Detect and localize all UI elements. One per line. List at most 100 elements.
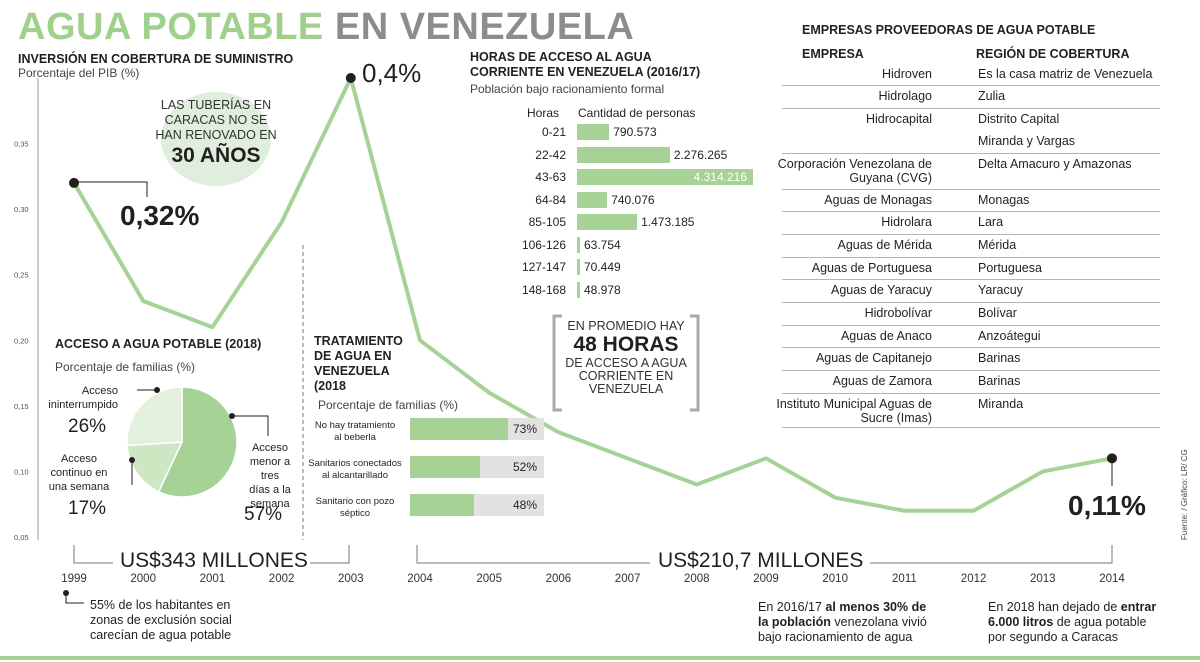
hours-bar <box>577 146 670 163</box>
providers-row: Hidrobolívar Bolívar <box>782 303 1160 326</box>
pie-title: ACCESO A AGUA POTABLE (2018) <box>55 337 262 351</box>
note-mid-l3: bajo racionamiento de agua <box>758 630 913 644</box>
end-label: 0,11% <box>1068 490 1146 521</box>
bracket-left-a <box>73 545 113 564</box>
x-tick-label: 2010 <box>822 573 848 585</box>
providers-empresa: Hidrolara <box>881 215 932 229</box>
treatment-title: TRATAMIENTO DE AGUA EN VENEZUELA (2018 <box>314 334 403 394</box>
avg-box-brackets <box>552 314 700 412</box>
providers-region: Monagas <box>978 193 1030 207</box>
providers-empresa: Aguas de Yaracuy <box>831 283 932 297</box>
y-tick-label: 0,10 <box>14 467 29 476</box>
providers-table: Hidroven Es la casa matriz de Venezuela Hi… <box>776 64 1160 444</box>
note-left-l2: zonas de exclusión social <box>90 613 232 627</box>
x-tick-label: 2011 <box>892 573 917 585</box>
providers-empresa: Aguas de Monagas <box>824 193 932 207</box>
hours-category-label: 148-168 <box>521 282 566 297</box>
treatment-subtitle: Porcentaje de familias (%) <box>318 398 459 412</box>
hours-bar <box>577 214 638 230</box>
note-right-l2b: de agua potable <box>1053 615 1147 629</box>
x-tick-label: 2001 <box>200 573 226 585</box>
providers-region: Delta Amacuro y Amazonas <box>978 157 1132 171</box>
hours-title-l1: HORAS DE ACCESO AL AGUA <box>470 50 652 64</box>
start-label: 0,32% <box>120 200 200 231</box>
hours-bar <box>577 281 580 298</box>
providers-row: Aguas de Yaracuy Yaracuy <box>782 280 1160 303</box>
x-tick-label: 2004 <box>407 573 433 585</box>
note-left: 55% de los habitantes en zonas de exclus… <box>90 598 232 643</box>
treatment-title-l2: DE AGUA EN <box>314 349 392 363</box>
y-axis: 0,05 0,10 0,15 0,20 0,25 0,30 0,35 <box>14 78 39 542</box>
providers-row: Aguas de Monagas Monagas <box>782 190 1160 212</box>
bracket-left-b <box>310 545 350 564</box>
hours-category-label: 0-21 <box>541 125 566 139</box>
hours-value-label: 740.076 <box>611 192 655 207</box>
providers-row: Aguas de Portuguesa Portuguesa <box>782 258 1160 280</box>
pie-slice-1 <box>126 441 184 493</box>
providers-empresa: Aguas de Zamora <box>832 374 932 388</box>
x-tick-label: 2002 <box>269 573 295 585</box>
x-tick-label: 2013 <box>1030 573 1056 585</box>
providers-region: Anzoátegui <box>978 329 1041 343</box>
pie-label-b-l1: Acceso <box>60 453 98 465</box>
providers-row: Miranda y Vargas <box>782 131 1160 154</box>
pie-label-c: Acceso menor a tres días a la semana <box>240 441 300 511</box>
hours-value-label: 70.449 <box>584 260 621 274</box>
treatment-label-line: Sanitario con pozo <box>315 496 395 507</box>
treatment-value-label: 52% <box>512 460 537 474</box>
callout-0-32-line <box>74 181 148 197</box>
hours-value-label: 790.573 <box>613 125 657 139</box>
note-left-l3: carecían de agua potable <box>90 628 232 642</box>
note-right-l3: por segundo a Caracas <box>988 630 1118 644</box>
hours-value-label: 63.754 <box>584 237 621 252</box>
treatment-title-l3: VENEZUELA <box>314 364 390 378</box>
bracket-right-a <box>416 545 650 564</box>
providers-region: Barinas <box>978 374 1021 388</box>
providers-row: Corporación Venezolana de Guyana (CVG) De… <box>778 154 1160 190</box>
hours-category-label: 22-42 <box>535 147 566 162</box>
pie-leader-c <box>232 415 269 436</box>
providers-empresa: Aguas de Capitanejo <box>815 351 932 365</box>
providers-empresa: Hidrobolívar <box>864 306 932 320</box>
pie-label-a: Acceso ininterrumpido <box>40 384 118 412</box>
avg-box-l4: VENEZUELA <box>588 382 664 396</box>
investment-subtitle: Porcentaje del PIB (%) <box>18 66 140 80</box>
providers-row: Aguas de Zamora Barinas <box>782 371 1160 394</box>
pie-label-c-l4: semana <box>250 498 290 510</box>
peak-label: 0,4% <box>362 58 422 88</box>
avg-box-l1: EN PROMEDIO HAY <box>567 319 685 333</box>
note-left-line <box>65 593 84 604</box>
pie-label-a-l2: ininterrumpido <box>48 399 118 411</box>
line-point-2014 <box>1107 453 1117 464</box>
pie-label-c-l2: menor a tres <box>249 456 291 482</box>
x-tick-label: 2005 <box>476 573 502 585</box>
providers-empresa: Aguas de Mérida <box>837 238 932 252</box>
hours-col-hours: Horas <box>527 106 560 120</box>
bubble-line2: CARACAS NO SE <box>164 113 268 127</box>
hours-category-label: 43-63 <box>535 170 566 184</box>
providers-region: Miranda <box>978 397 1024 411</box>
note-mid: En 2016/17 al menos 30% de la población … <box>758 600 927 645</box>
x-tick-label: 2000 <box>130 573 156 585</box>
pie-leader-a-dot <box>154 387 160 393</box>
providers-row: Hidrolago Zulia <box>782 86 1160 109</box>
providers-region: Es la casa matriz de Venezuela <box>978 67 1153 81</box>
note-right-l1a: En 2018 han dejado de <box>988 600 1121 614</box>
note-right-l1b: entrar <box>1120 600 1157 614</box>
y-tick-label: 0,20 <box>14 336 29 345</box>
providers-region: Barinas <box>978 351 1021 365</box>
pie-label-c-l1: Acceso <box>251 442 289 454</box>
hours-bar <box>577 169 753 185</box>
pie-subtitle: Porcentaje de familias (%) <box>55 360 196 374</box>
pie-value-c: 57% <box>244 504 283 525</box>
pie-leader-b-dot <box>129 457 135 463</box>
pie-label-c-l3: días a la <box>249 484 291 496</box>
treatment-bar-chart: No hay tratamiento al beberla 73% Sanitario… <box>305 418 545 528</box>
hours-category-label: 85-105 <box>528 215 566 229</box>
y-tick-label: 0,05 <box>14 533 29 542</box>
providers-region: Zulia <box>978 89 1006 103</box>
pipes-bubble <box>161 92 271 186</box>
pie-label-a-l1: Acceso <box>81 385 118 397</box>
hours-value-label: 2.276.265 <box>673 147 728 162</box>
